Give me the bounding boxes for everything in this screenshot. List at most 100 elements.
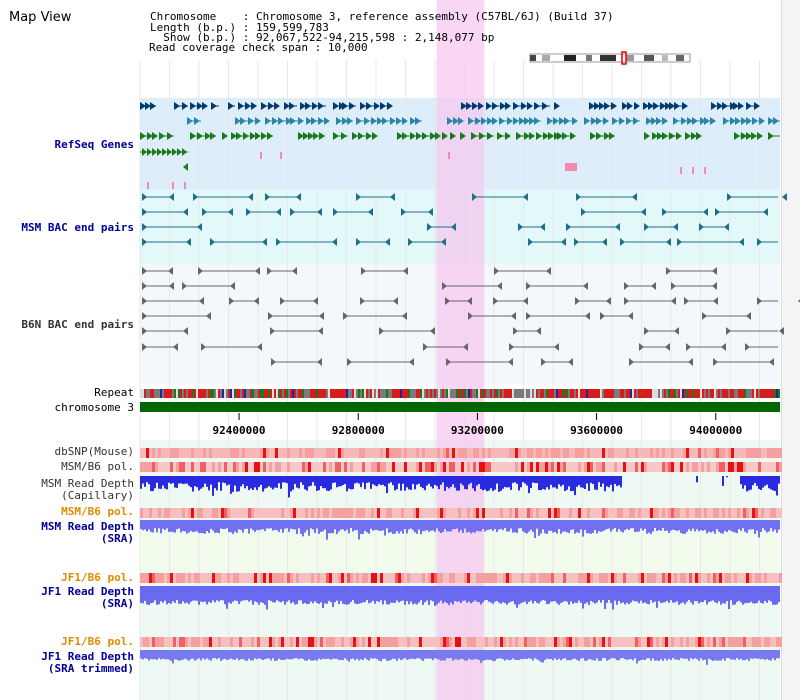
jf1-b6-pol2-cell: [641, 637, 644, 647]
track-label-b6n-bac[interactable]: B6N BAC end pairs: [21, 318, 134, 331]
repeat-segment: [318, 389, 320, 398]
refseq-pink-mark: [680, 167, 682, 174]
jf1-b6-pol1-cell: [242, 573, 245, 583]
jf1-depth-trim-bar: [308, 650, 310, 660]
msm-depth-sra-bar: [262, 520, 264, 530]
jf1-depth-trim-bar: [490, 650, 492, 660]
msm-b6-pol-cell: [146, 462, 149, 472]
ideogram-band: [586, 55, 592, 61]
jf1-depth-sra-bar: [692, 586, 694, 605]
header-length-row: Length (b.p.) : 159,599,783: [150, 21, 329, 34]
msm-b6-pol-cell: [191, 462, 194, 472]
msm-depth-sra-bar: [164, 520, 166, 530]
refseq-row3-exon: [422, 132, 428, 140]
jf1-b6-pol1-cell: [236, 573, 239, 583]
msm-b6-pol2-cell: [452, 508, 455, 518]
jf1-b6-pol2-cell: [653, 637, 656, 647]
jf1-b6-pol2-cell: [539, 637, 542, 647]
msm-b6-pol2-cell: [299, 508, 302, 518]
jf1-b6-pol2-cell: [413, 637, 416, 647]
repeat-segment: [360, 389, 362, 398]
jf1-depth-sra-bar: [776, 586, 778, 605]
msm-depth-sra-bar: [376, 520, 378, 530]
refseq-row3-exon: [570, 132, 576, 140]
jf1-depth-sra-bar: [384, 586, 386, 601]
refseq-row1-exon: [604, 102, 610, 110]
jf1-b6-pol2-cell: [311, 637, 314, 647]
msm-depth-sra-bar: [602, 520, 604, 532]
msm-depth-cap-bar: [312, 476, 314, 483]
msm-depth-cap-bar: [382, 476, 384, 485]
jf1-b6-pol1-cell: [287, 573, 290, 583]
msm-depth-cap-bar: [546, 476, 548, 488]
repeat-segment: [622, 389, 624, 398]
b6n-bac-end: [628, 312, 633, 320]
msm-b6-pol2-cell: [764, 508, 767, 518]
msm-b6-pol-cell: [653, 462, 656, 472]
dbsnp-cell: [347, 448, 350, 458]
msm-depth-cap-bar: [160, 476, 162, 489]
msm-bac-end: [142, 208, 147, 216]
msm-depth-cap-bar: [234, 476, 236, 486]
jf1-depth-trim-bar: [652, 650, 654, 659]
jf1-b6-pol1-cell: [644, 573, 647, 583]
vertical-scrollbar[interactable]: [781, 0, 800, 700]
msm-b6-pol-cell: [302, 462, 305, 472]
dbsnp-cell: [302, 448, 305, 458]
track-label-refseq[interactable]: RefSeq Genes: [54, 138, 134, 151]
jf1-b6-pol2-cell: [632, 637, 635, 647]
jf1-depth-sra-bar: [658, 586, 660, 602]
jf1-b6-pol2-cell: [473, 637, 476, 647]
msm-depth-cap-bar: [768, 476, 770, 489]
msm-depth-sra-bar: [278, 520, 280, 532]
jf1-depth-sra-bar: [712, 586, 714, 601]
msm-b6-pol2-cell: [575, 508, 578, 518]
jf1-b6-pol2-cell: [278, 637, 281, 647]
jf1-b6-pol1-cell: [335, 573, 338, 583]
msm-depth-cap-bar: [496, 476, 498, 484]
jf1-b6-pol2-cell: [758, 637, 761, 647]
msm-b6-pol2-cell: [188, 508, 191, 518]
msm-depth-sra-bar: [196, 520, 198, 532]
jf1-depth-trim-bar: [554, 650, 556, 659]
msm-b6-pol-cell: [680, 462, 683, 472]
repeat-segment: [638, 389, 640, 398]
msm-b6-pol2-cell: [455, 508, 458, 518]
msm-b6-pol2-cell: [332, 508, 335, 518]
jf1-depth-trim-bar: [426, 650, 428, 659]
repeat-segment: [358, 389, 360, 398]
refseq-row1-exon: [717, 102, 723, 110]
msm-depth-cap-bar: [744, 476, 746, 486]
msm-depth-cap-bar: [506, 476, 508, 488]
jf1-b6-pol2-cell: [563, 637, 566, 647]
msm-depth-sra-bar: [540, 520, 542, 534]
msm-b6-pol-cell: [467, 462, 470, 472]
jf1-depth-sra-bar: [224, 586, 226, 605]
jf1-depth-trim-bar: [442, 650, 444, 661]
track-label-msm-bac[interactable]: MSM BAC end pairs: [21, 221, 134, 234]
jf1-depth-sra-bar: [480, 586, 482, 605]
msm-b6-pol2-cell: [557, 508, 560, 518]
b6n-bac-short-end: [142, 343, 147, 351]
jf1-b6-pol2-cell: [329, 637, 332, 647]
jf1-b6-pol2-cell: [242, 637, 245, 647]
repeat-segment: [504, 389, 506, 398]
repeat-segment: [336, 389, 338, 398]
repeat-segment: [676, 389, 678, 398]
jf1-depth-trim-bar: [666, 650, 668, 661]
jf1-b6-pol1-cell: [200, 573, 203, 583]
repeat-segment: [492, 389, 494, 398]
dbsnp-cell: [203, 448, 206, 458]
jf1-depth-sra-bar: [214, 586, 216, 603]
msm-b6-pol-cell: [308, 462, 311, 472]
jf1-depth-trim-bar: [468, 650, 470, 659]
repeat-segment: [262, 389, 264, 398]
msm-depth-sra-bar: [188, 520, 190, 533]
msm-depth-sra-bar: [370, 520, 372, 529]
b6n-bac-short-end: [721, 343, 726, 351]
msm-depth-sra-bar: [584, 520, 586, 531]
jf1-depth-trim-bar: [376, 650, 378, 660]
dbsnp-cell: [359, 448, 362, 458]
jf1-b6-pol1-cell: [500, 573, 503, 583]
